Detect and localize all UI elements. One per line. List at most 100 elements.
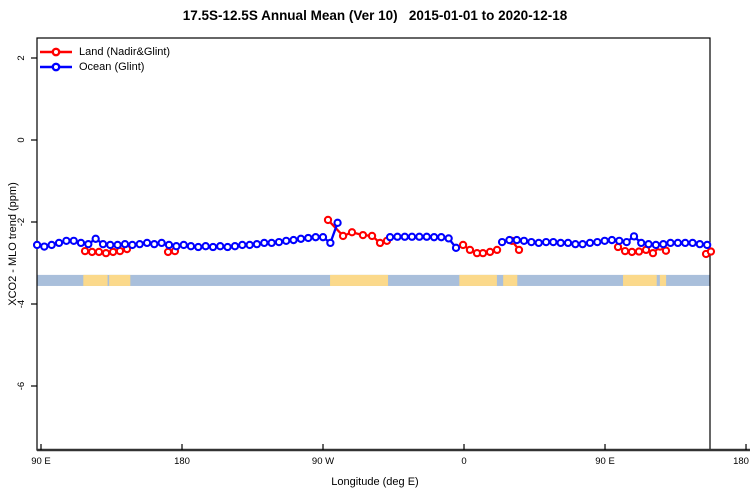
ocean-data-point (681, 238, 690, 248)
ocean-data-point (230, 242, 240, 251)
ocean-data-point (512, 235, 521, 245)
ocean-data-point (549, 237, 558, 247)
ocean-data-point (223, 242, 232, 252)
ocean-data-point (76, 238, 86, 248)
land-data-point (338, 231, 348, 241)
ocean-data-point (47, 240, 56, 250)
ocean-data-point (333, 218, 342, 227)
ocean-data-point (437, 233, 446, 242)
land-data-point (627, 247, 637, 257)
ocean-data-point (40, 242, 49, 251)
ocean-data-point (571, 239, 580, 249)
ocean-data-point (98, 239, 108, 249)
ocean-data-point (637, 238, 646, 248)
ocean-data-point (120, 239, 130, 249)
ocean-data-point (527, 237, 536, 247)
ocean-data-point (318, 233, 328, 242)
map-band-land (109, 274, 131, 286)
ocean-data-point (505, 235, 514, 245)
chart-title: 17.5S-12.5S Annual Mean (Ver 10) 2015-01… (182, 8, 568, 23)
land-data-point (634, 247, 644, 256)
land-data-point (108, 247, 118, 257)
ocean-data-point (216, 242, 225, 251)
ocean-data-point (615, 236, 624, 246)
ocean-data-point (541, 237, 551, 247)
land-data-point (620, 246, 630, 256)
ocean-data-point (688, 238, 697, 248)
y-tick-label: 0 (16, 137, 27, 142)
map-band-land (623, 274, 657, 286)
ocean-data-point (157, 238, 166, 248)
ocean-data-point (326, 238, 335, 248)
ocean-data-point (84, 239, 93, 249)
x-axis-title: Longitude (deg E) (331, 476, 419, 488)
ocean-data-point (695, 239, 704, 249)
ocean-data-point (600, 236, 609, 246)
ocean-data-point (260, 238, 269, 248)
ocean-data-point (208, 242, 218, 252)
ocean-series-marker-icon (40, 62, 72, 72)
ocean-data-point (128, 240, 137, 250)
ocean-data-point (150, 239, 159, 249)
ocean-data-point (252, 239, 262, 249)
ocean-data-point (91, 234, 100, 243)
map-band-land (659, 274, 667, 286)
ocean-data-point (164, 240, 174, 250)
land-data-point (492, 245, 502, 255)
ocean-data-point (238, 240, 247, 250)
ocean-data-point (201, 242, 210, 251)
ocean-data-point (673, 238, 683, 248)
ocean-data-point (54, 238, 64, 248)
ocean-data-point (179, 240, 188, 250)
x-tick-label: 180 (174, 456, 190, 467)
y-tick-label: -6 (16, 382, 27, 390)
y-tick-label: 2 (16, 55, 27, 60)
ocean-data-point (142, 238, 152, 248)
ocean-data-point (289, 235, 298, 245)
ocean-data-point (69, 236, 78, 246)
ocean-data-point (607, 235, 617, 245)
legend-label-ocean: Ocean (Glint) (79, 60, 145, 73)
ocean-data-point (703, 240, 712, 250)
ocean-data-point (422, 232, 431, 241)
x-tick-label: 180 (733, 456, 749, 467)
ocean-data-point (593, 237, 602, 247)
ocean-data-point (622, 237, 631, 247)
land-data-point (101, 249, 111, 258)
land-data-point (458, 240, 468, 250)
ocean-data-point (563, 238, 573, 248)
ocean-data-point (296, 234, 306, 243)
land-data-point (465, 245, 475, 255)
land-data-point (514, 245, 524, 255)
land-data-point (661, 246, 671, 255)
ocean-data-point (666, 238, 675, 248)
land-data-point (163, 247, 173, 257)
ocean-data-point (113, 240, 122, 250)
x-tick-label: 0 (461, 456, 466, 467)
land-data-point (87, 247, 97, 257)
ocean-data-point (172, 242, 181, 251)
ocean-data-point (444, 234, 453, 243)
ocean-data-point (415, 232, 424, 241)
ocean-data-point (585, 238, 595, 248)
ocean-data-point (519, 236, 529, 246)
map-band-land (83, 274, 108, 286)
ocean-data-point (534, 238, 543, 248)
land-data-point (706, 247, 716, 256)
x-tick-label: 90 W (312, 456, 334, 467)
ocean-data-point (651, 240, 661, 250)
y-axis-title: XCO2 - MLO trend (ppm) (7, 182, 19, 306)
ocean-data-point (274, 237, 284, 247)
ocean-data-point (659, 239, 668, 249)
land-data-point (358, 230, 368, 240)
ocean-data-point (451, 243, 461, 252)
ocean-data-point (578, 239, 587, 249)
ocean-data-point (385, 233, 395, 242)
land-data-point (347, 228, 357, 237)
ocean-data-point (245, 240, 254, 250)
legend: Land (Nadir&Glint) Ocean (Glint) (39, 45, 170, 74)
ocean-data-point (400, 232, 409, 241)
y-tick-label: -4 (16, 300, 27, 308)
